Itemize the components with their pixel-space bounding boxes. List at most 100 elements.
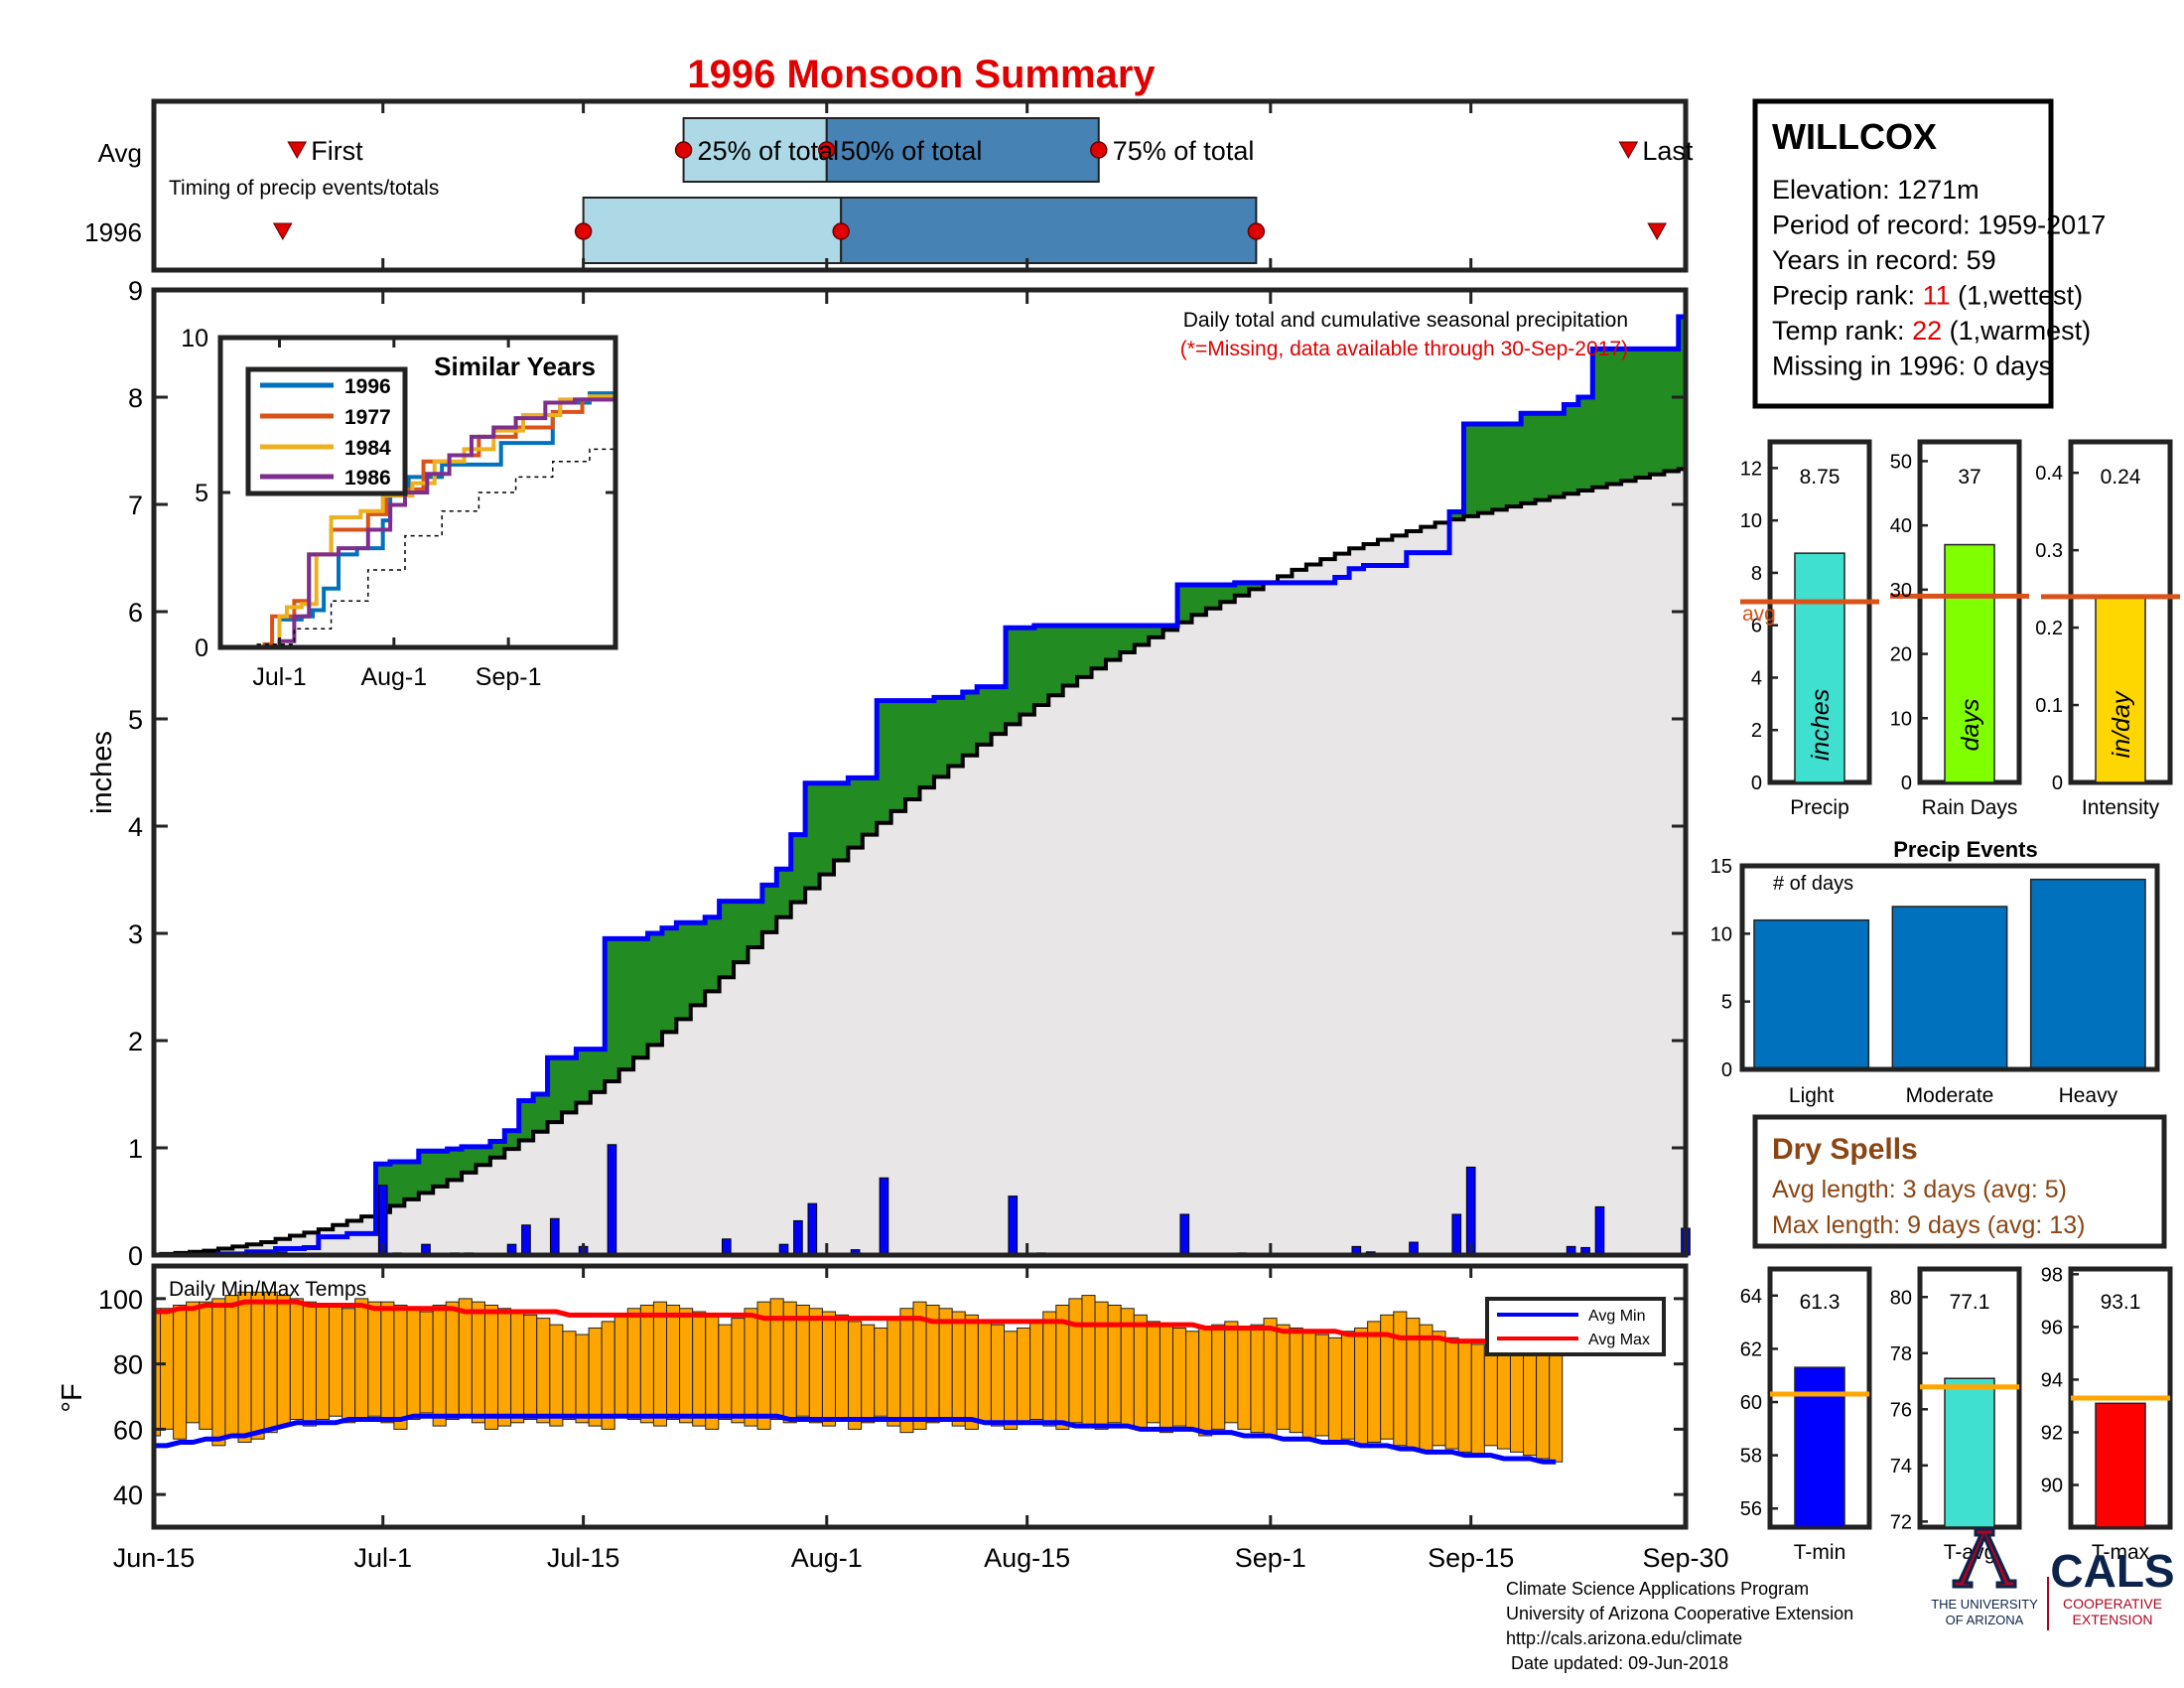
daily-temp-bar <box>1483 1346 1498 1447</box>
timing-row-label-avg: Avg <box>98 138 142 168</box>
main-ytick-label: 4 <box>128 812 143 842</box>
event-bar <box>1891 906 2008 1070</box>
temp-stat-label: T-min <box>1794 1541 1846 1564</box>
daily-temp-bar <box>160 1308 175 1430</box>
inset-legend-frame <box>245 366 408 496</box>
daily-temp-bar <box>1509 1340 1525 1453</box>
daily-temp-bar <box>523 1314 538 1421</box>
daily-temp-bar <box>964 1314 979 1430</box>
temp-stat-ytick-label: 94 <box>2041 1369 2063 1391</box>
temp-stat-ytick-label: 78 <box>1890 1343 1912 1365</box>
daily-temp-bar <box>899 1308 914 1434</box>
temp-stat-ytick-label: 72 <box>1890 1511 1912 1533</box>
avg-cumulative-area <box>154 469 1686 1255</box>
daily-temp-bar <box>315 1304 331 1421</box>
stat-ytick-label: 6 <box>1751 616 1762 637</box>
inset-ytick-label: 5 <box>195 480 208 507</box>
inset-legend: 1996 1977 1984 1986 <box>245 366 408 496</box>
daily-precip-bar <box>549 1217 560 1256</box>
daily-temp-bar <box>173 1304 188 1440</box>
stat-bar <box>2095 596 2146 783</box>
inset-xtick-label: Sep-1 <box>476 663 542 691</box>
daily-temp-bar <box>1211 1324 1226 1430</box>
daily-temp-bar <box>510 1311 525 1424</box>
daily-temp-bar <box>874 1327 888 1417</box>
station-detail-text: Years in record: 59 <box>1772 245 1996 275</box>
temp-stat-value: 61.3 <box>1800 1291 1841 1314</box>
daily-temp-bar <box>1549 1349 1564 1463</box>
station-detail-text: Period of record: 1959-2017 <box>1772 211 2106 240</box>
daily-temp-bar <box>1042 1311 1057 1427</box>
timing-percentile-marker <box>832 222 850 240</box>
events-ylabel: # of days <box>1773 873 1853 895</box>
precip-events-panel: Precip Events # of days <box>1739 837 2160 1072</box>
timing-label-50: 50% of total <box>841 136 983 166</box>
block-a-icon <box>1952 1527 2017 1589</box>
events-ytick-label: 10 <box>1710 923 1732 945</box>
inset-ytick-label: 10 <box>181 325 208 352</box>
stat-ytick-label: 0.4 <box>2035 463 2063 485</box>
temp-ytick-label: 60 <box>113 1415 143 1445</box>
daily-temp-bar <box>419 1311 434 1414</box>
temp-stat-ytick-label: 56 <box>1740 1498 1762 1520</box>
temp-stat-value: 77.1 <box>1950 1291 1990 1314</box>
timing-percentile-marker <box>1090 141 1108 159</box>
daily-temp-bar <box>199 1301 213 1430</box>
dry-spells-avg: Avg length: 3 days (avg: 5) <box>1772 1176 2067 1203</box>
main-ytick-label: 7 <box>128 491 143 520</box>
temp-stat-label: T-max <box>2092 1541 2150 1564</box>
daily-temp-bar <box>471 1301 485 1424</box>
event-category-label: Heavy <box>2059 1084 2118 1107</box>
stat-unit: days <box>1957 699 1984 752</box>
daily-precip-bar <box>607 1144 617 1256</box>
stat-label: Precip <box>1790 796 1849 819</box>
footer-line-1: Climate Science Applications Program <box>1506 1579 1809 1599</box>
temp-ytick-label: 80 <box>113 1350 143 1380</box>
x-tick-label: Jul-1 <box>353 1543 412 1573</box>
daily-temp-bar <box>237 1291 252 1444</box>
cals-logo-line-2: COOPERATIVE <box>2063 1596 2162 1612</box>
temp-legend: Avg Min Avg Max <box>1485 1297 1666 1356</box>
cals-logo: CALS COOPERATIVE EXTENSION <box>2050 1545 2174 1627</box>
daily-temp-bar <box>393 1304 408 1430</box>
stat-ytick-label: 20 <box>1890 644 1912 666</box>
timing-percentile-marker <box>574 222 593 240</box>
daily-temp-bar <box>887 1318 901 1427</box>
stat-unit: inches <box>1807 689 1835 761</box>
temp-stat-panel-t-avg: 77.1 T-avg 72 74 76 78 80 <box>1890 1266 2022 1564</box>
events-title: Precip Events <box>1893 837 2038 862</box>
stat-ytick-label: 4 <box>1751 667 1762 689</box>
station-detail-line: Elevation: 1271m <box>1772 175 1979 205</box>
stat-value: 8.75 <box>1800 466 1841 489</box>
inset-frame <box>217 335 618 650</box>
daily-temp-bar <box>1496 1343 1511 1450</box>
daily-temp-bar <box>808 1308 823 1424</box>
x-tick-label: Sep-30 <box>1642 1543 1728 1573</box>
timing-percentile-marker <box>674 141 693 159</box>
daily-temp-bar <box>1354 1327 1369 1447</box>
stat-ytick-label: 0 <box>1751 773 1762 794</box>
main-ytick-label: 0 <box>128 1241 143 1271</box>
station-rank-suffix: (1,wettest) <box>1951 281 2084 311</box>
daily-temp-bar <box>329 1304 343 1417</box>
legend-label-avg-max: Avg Max <box>1588 1332 1650 1348</box>
station-info-frame <box>1752 98 2054 409</box>
ua-logo-line-2: OF ARIZONA <box>1946 1613 2024 1627</box>
stat-ytick-label: 2 <box>1751 720 1762 742</box>
daily-temp-bar <box>1094 1301 1109 1430</box>
daily-temp-bar <box>380 1301 395 1424</box>
x-tick-label: Aug-15 <box>984 1543 1070 1573</box>
stat-ytick-label: 0.2 <box>2035 618 2063 639</box>
temp-stat-ytick-label: 62 <box>1740 1338 1762 1360</box>
daily-temp-bar <box>224 1295 239 1437</box>
daily-temp-bar <box>692 1311 707 1427</box>
stat-unit: in/day <box>2108 690 2135 758</box>
footer-line-2: University of Arizona Cooperative Extens… <box>1506 1604 1853 1623</box>
daily-temp-bar <box>639 1304 654 1424</box>
daily-temp-bar <box>1185 1331 1200 1430</box>
stat-bar <box>1794 552 1845 783</box>
temp-stat-ytick-label: 90 <box>2041 1476 2063 1497</box>
timing-label-last: Last <box>1642 136 1694 166</box>
daily-temp-bar <box>186 1301 201 1424</box>
